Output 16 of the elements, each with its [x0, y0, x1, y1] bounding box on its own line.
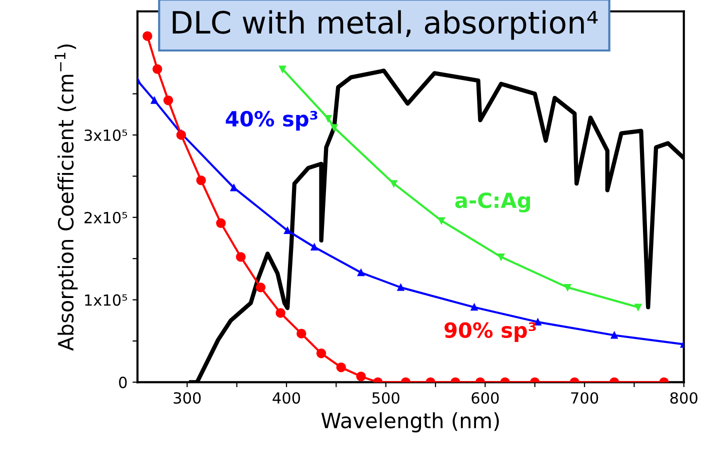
series-label: a-C:Ag: [455, 192, 530, 212]
x-tick-label: 500: [372, 392, 400, 404]
x-tick-label: 800: [670, 392, 698, 404]
y-tick-label: 0: [119, 376, 127, 388]
x-tick-label: 300: [174, 392, 201, 404]
y-tick-label: 3x10⁵: [84, 129, 128, 142]
y-tick-label: 2x10⁵: [84, 212, 128, 224]
x-tick-label: 700: [571, 392, 598, 404]
x-tick-label: 400: [272, 392, 300, 404]
x-axis-title: Wavelength (nm): [321, 412, 499, 432]
series-label: 40% sp³: [226, 110, 318, 131]
chart-title: DLC with metal, absorption⁴: [172, 10, 598, 40]
y-tick-label: 1x10⁵: [85, 294, 128, 306]
y-axis-title: Absorption Coefficient (cm$^{−1}$): [54, 44, 78, 351]
x-tick-label: 600: [472, 392, 499, 404]
series-label: 90% sp³: [444, 322, 536, 342]
